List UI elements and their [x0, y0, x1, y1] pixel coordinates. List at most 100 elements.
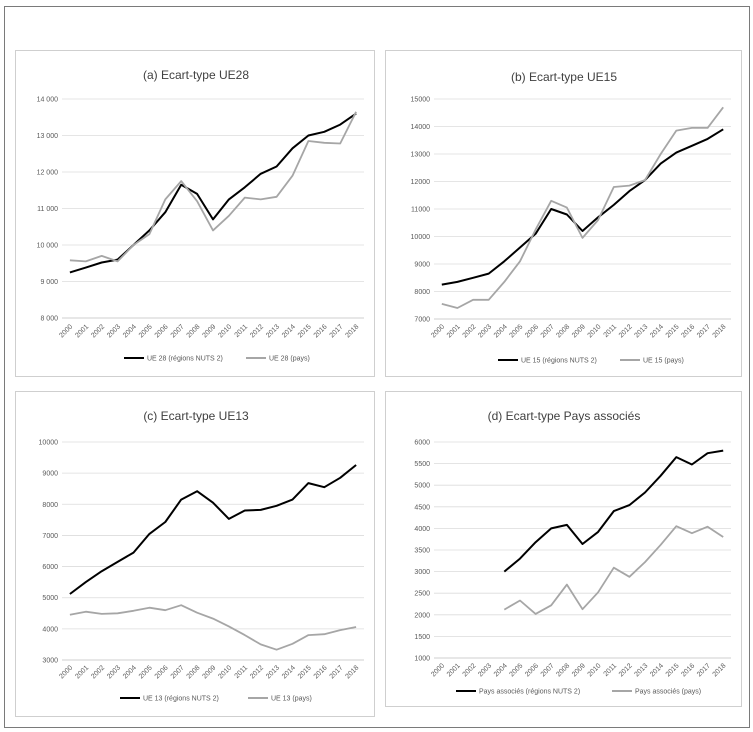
y-tick-label: 12000 [411, 179, 431, 186]
x-tick-label: 2018 [712, 662, 728, 678]
y-tick-label: 1500 [414, 634, 430, 641]
chart-d-svg: (d) Ecart-type Pays associés 1000 1500 200… [414, 409, 731, 696]
y-tick-label: 4000 [414, 526, 430, 533]
chart-c-svg: (c) Ecart-type UE13 3000 4000 5000 6000 7000… [39, 409, 364, 703]
legend-label: UE 28 (régions NUTS 2) [147, 356, 223, 363]
x-tick-label: 2010 [217, 323, 233, 339]
series-line-pays [503, 525, 724, 615]
x-tick-label: 2000 [430, 662, 446, 678]
x-tick-label: 2000 [58, 664, 74, 680]
x-tick-label: 2003 [477, 323, 493, 339]
x-tick-label: 2010 [587, 662, 603, 678]
x-tick-label: 2014 [281, 664, 297, 680]
y-tick-label: 1000 [414, 656, 430, 663]
y-tick-label: 11 000 [37, 206, 58, 213]
y-tick-label: 6000 [414, 440, 430, 447]
chart-panel-b: (b) Ecart-type UE15 7000 8000 9000 10000 110… [385, 50, 742, 377]
x-tick-label: 2008 [555, 323, 571, 339]
series-line-pays [441, 106, 724, 309]
y-tick-label: 2000 [414, 612, 430, 619]
y-tick-label: 5000 [42, 595, 58, 602]
legend-label: UE 13 (régions NUTS 2) [143, 696, 219, 703]
x-tick-label: 2002 [462, 662, 478, 678]
x-tick-label: 2015 [665, 323, 681, 339]
x-tick-label: 2016 [680, 323, 696, 339]
x-tick-label: 2017 [329, 323, 345, 339]
x-tick-label: 2011 [603, 323, 619, 339]
series-line-regions [69, 464, 357, 595]
y-tick-label: 10000 [39, 440, 59, 447]
x-tick-label: 2016 [313, 323, 329, 339]
y-tick-label: 8000 [42, 502, 58, 509]
x-tick-label: 2012 [249, 323, 265, 339]
x-tick-label: 2014 [649, 662, 665, 678]
y-tick-label: 6000 [42, 564, 58, 571]
chart-panel-a: (a) Ecart-type UE28 8 000 9 000 10 000 11 0… [15, 50, 375, 377]
y-tick-label: 11000 [411, 207, 430, 214]
x-tick-label: 2012 [618, 323, 634, 339]
x-tick-label: 2006 [524, 323, 540, 339]
x-tick-label: 2009 [201, 323, 217, 339]
x-tick-label: 2005 [138, 323, 154, 339]
y-tick-label: 5000 [414, 483, 430, 490]
x-tick-label: 2015 [297, 664, 313, 680]
x-tick-label: 2014 [649, 323, 665, 339]
x-tick-label: 2018 [345, 664, 361, 680]
x-tick-label: 2000 [430, 323, 446, 339]
chart-title: (a) Ecart-type UE28 [143, 68, 249, 82]
y-tick-label: 7000 [42, 533, 58, 540]
y-tick-label: 13000 [411, 152, 431, 159]
x-tick-label: 2005 [508, 323, 524, 339]
x-tick-label: 2007 [540, 323, 556, 339]
y-tick-label: 5500 [414, 461, 430, 468]
x-tick-label: 2003 [477, 662, 493, 678]
x-tick-label: 2008 [555, 662, 571, 678]
x-tick-label: 2008 [186, 664, 202, 680]
series-line-pays [69, 604, 357, 651]
chart-title: (d) Ecart-type Pays associés [488, 409, 641, 423]
y-tick-label: 10000 [411, 234, 431, 241]
series-line-regions [69, 112, 357, 274]
y-tick-label: 4000 [42, 626, 58, 633]
x-tick-label: 2007 [540, 662, 556, 678]
x-tick-label: 2005 [138, 664, 154, 680]
x-tick-label: 2018 [345, 323, 361, 339]
chart-panel-d: (d) Ecart-type Pays associés 1000 1500 200… [385, 391, 742, 707]
x-tick-label: 2011 [234, 664, 250, 680]
x-tick-label: 2002 [90, 664, 106, 680]
x-tick-label: 2012 [249, 664, 265, 680]
legend-label: UE 28 (pays) [269, 356, 310, 363]
y-tick-label: 9000 [42, 471, 58, 478]
x-tick-label: 2017 [696, 662, 712, 678]
x-tick-label: 2004 [493, 323, 509, 339]
x-tick-label: 2006 [524, 662, 540, 678]
x-tick-label: 2012 [618, 662, 634, 678]
x-tick-label: 2018 [712, 323, 728, 339]
x-tick-label: 2004 [122, 323, 138, 339]
x-tick-label: 2013 [633, 662, 649, 678]
chart-title: (c) Ecart-type UE13 [143, 409, 249, 423]
x-tick-label: 2013 [265, 664, 281, 680]
x-tick-label: 2016 [680, 662, 696, 678]
y-tick-label: 14 000 [37, 97, 59, 104]
x-tick-label: 2009 [571, 323, 587, 339]
y-tick-label: 8000 [414, 289, 430, 296]
x-tick-label: 2000 [58, 323, 74, 339]
x-tick-label: 2013 [633, 323, 649, 339]
x-tick-label: 2009 [571, 662, 587, 678]
y-tick-label: 3500 [414, 548, 430, 555]
y-tick-label: 12 000 [37, 170, 59, 177]
x-tick-label: 2015 [665, 662, 681, 678]
y-tick-label: 8 000 [40, 316, 58, 323]
chart-title: (b) Ecart-type UE15 [511, 70, 617, 84]
x-tick-label: 2003 [106, 323, 122, 339]
series-line-regions [441, 128, 724, 286]
x-tick-label: 2010 [217, 664, 233, 680]
legend-label: Pays associés (pays) [635, 689, 701, 696]
x-tick-label: 2001 [446, 323, 462, 339]
legend-label: UE 13 (pays) [271, 696, 312, 703]
figure-frame: (a) Ecart-type UE28 8 000 9 000 10 000 11 0… [4, 6, 750, 728]
x-tick-label: 2016 [313, 664, 329, 680]
y-tick-label: 10 000 [37, 243, 59, 250]
x-tick-label: 2001 [446, 662, 462, 678]
